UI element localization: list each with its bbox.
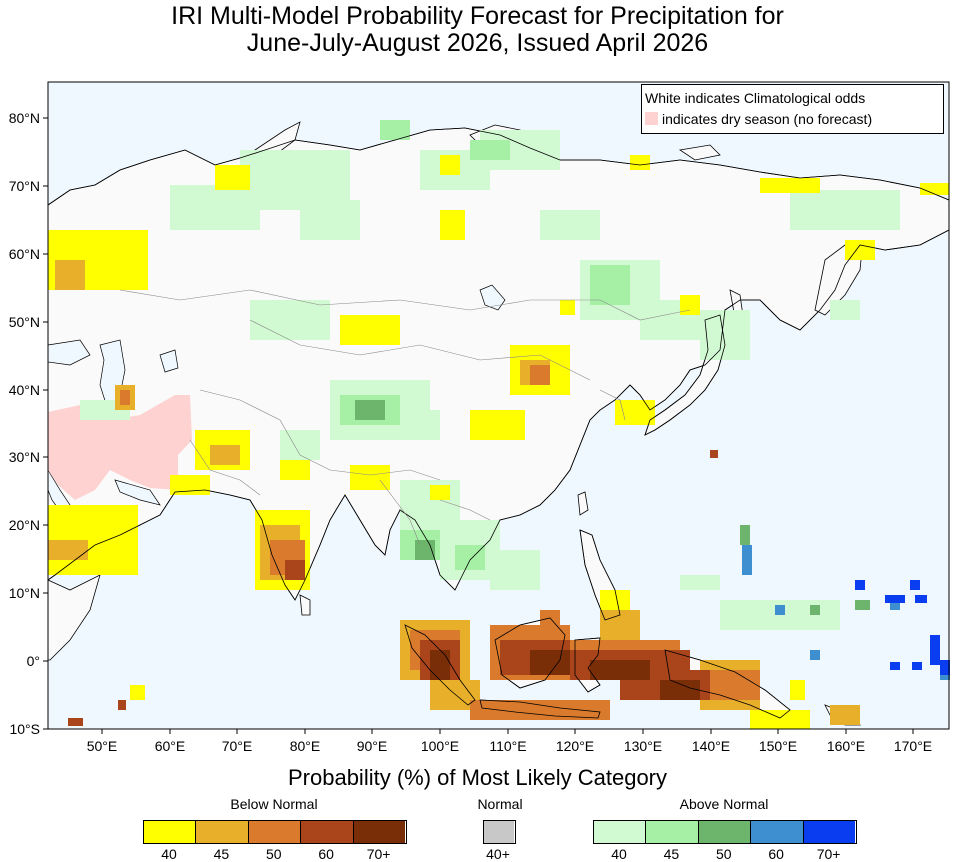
country-borders: [119, 289, 691, 546]
above-normal-tick-4: 70+: [816, 846, 841, 862]
below-normal-areas: [48, 155, 949, 729]
coastlines: [47, 127, 950, 719]
below-normal-tick-1: 45: [213, 846, 230, 862]
lon-label-70e: 70°E: [222, 738, 253, 754]
above-normal-swatch-1: [646, 821, 699, 843]
lon-label-50e: 50°E: [87, 738, 118, 754]
below-normal-tick-3: 60: [318, 846, 334, 862]
dry-season-swatch: [645, 112, 658, 125]
below-normal-swatch-0: [144, 821, 197, 843]
lat-label-60n: 60°N: [9, 246, 40, 262]
above-normal-swatch-0: [594, 821, 647, 843]
lon-label-120e: 120°E: [556, 738, 594, 754]
below-normal-swatch-2: [248, 821, 302, 843]
legend-dry-season-text: indicates dry season (no forecast): [662, 111, 873, 127]
above-normal-colorbar: [593, 820, 857, 844]
persian-gulf: [114, 479, 161, 506]
above-normal-tick-2: 50: [716, 846, 732, 862]
landmass-sri-lanka: [299, 594, 311, 616]
lat-label-80n: 80°N: [9, 110, 40, 126]
map-title-line1: IRI Multi-Model Probability Forecast for…: [171, 2, 784, 30]
above-normal-tick-3: 60: [768, 846, 784, 862]
below-normal-tick-0: 40: [161, 846, 177, 862]
lat-label-50n: 50°N: [9, 314, 40, 330]
below-normal-swatch-1: [196, 821, 249, 843]
lat-label-30n: 30°N: [9, 449, 40, 465]
above-normal-swatch-2: [698, 821, 752, 843]
normal-colorbar: [483, 820, 516, 844]
lat-label-10n: 10°N: [9, 585, 40, 601]
lon-label-110e: 110°E: [489, 738, 526, 754]
normal-label: Normal: [477, 796, 523, 812]
normal-tick-0: 40+: [486, 846, 510, 862]
below-normal-colorbar: [143, 820, 407, 844]
normal-swatch-0: [484, 821, 514, 843]
lon-label-100e: 100°E: [421, 738, 459, 754]
lat-label-20n: 20°N: [9, 517, 40, 533]
above-normal-tick-0: 40: [611, 846, 627, 862]
below-normal-swatch-3: [301, 821, 354, 843]
lon-label-80e: 80°E: [290, 738, 321, 754]
landmass-taiwan: [577, 491, 589, 516]
dry-season-region: [48, 395, 192, 500]
lon-label-130e: 130°E: [624, 738, 662, 754]
lat-label-40n: 40°N: [9, 382, 40, 398]
below-normal-tick-2: 50: [266, 846, 282, 862]
lat-label-0: 0°: [27, 653, 40, 669]
lon-label-140e: 140°E: [692, 738, 730, 754]
aral-sea: [159, 349, 179, 373]
below-normal-label: Below Normal: [230, 796, 318, 812]
below-normal-swatch-4: [353, 821, 405, 843]
lon-label-150e: 150°E: [759, 738, 797, 754]
latitude-axis: 80°N 70°N 60°N 50°N 40°N 30°N 20°N 10°N …: [9, 110, 48, 737]
above-normal-swatch-3: [751, 821, 804, 843]
above-normal-label: Above Normal: [679, 796, 769, 812]
lat-label-70n: 70°N: [9, 178, 40, 194]
above-normal-swatch-4: [803, 821, 855, 843]
lon-label-160e: 160°E: [827, 738, 865, 754]
lon-label-90e: 90°E: [357, 738, 388, 754]
below-normal-tick-4: 70+: [366, 846, 391, 862]
above-normal-tick-1: 45: [663, 846, 680, 862]
map-title-line2: June-July-August 2026, Issued April 2026: [246, 29, 709, 57]
landmass-new-siberian: [678, 144, 721, 161]
legend-climatological-text: White indicates Climatological odds: [645, 90, 866, 106]
lon-label-170e: 170°E: [894, 738, 932, 754]
map-legend-box: White indicates Climatological odds indi…: [641, 84, 944, 134]
colorbar-title: Probability (%) of Most Likely Category: [287, 765, 668, 790]
lon-label-60e: 60°E: [155, 738, 186, 754]
longitude-axis: 50°E 60°E 70°E 80°E 90°E 100°E 110°E 120…: [87, 729, 932, 754]
lat-label-10s: 10°S: [9, 721, 40, 737]
plot-frame: [47, 81, 950, 730]
